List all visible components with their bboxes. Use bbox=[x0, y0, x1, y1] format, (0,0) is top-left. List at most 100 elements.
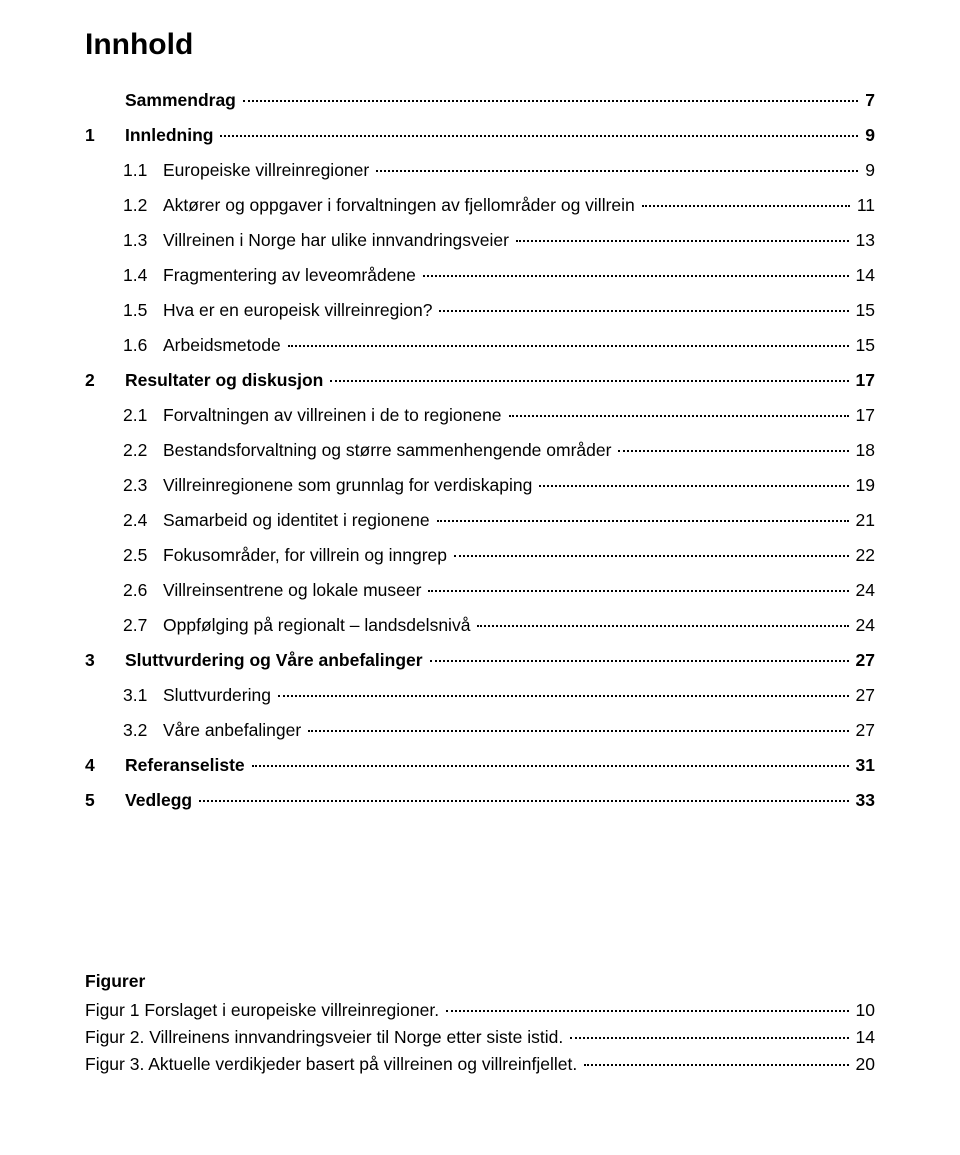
toc-page: 22 bbox=[852, 545, 875, 566]
toc-text: Aktører og oppgaver i forvaltningen av f… bbox=[163, 195, 639, 216]
toc-leader bbox=[376, 170, 858, 172]
toc-text: Hva er en europeisk villreinregion? bbox=[163, 300, 436, 321]
toc-page: 17 bbox=[852, 370, 875, 391]
toc-leader bbox=[288, 345, 849, 347]
toc-row: 1.5Hva er en europeisk villreinregion?15 bbox=[85, 300, 875, 321]
figure-leader bbox=[584, 1064, 848, 1066]
toc-leader bbox=[428, 590, 848, 592]
toc-text: Villreinsentrene og lokale museer bbox=[163, 580, 425, 601]
figure-text: Figur 2. Villreinens innvandringsveier t… bbox=[85, 1027, 567, 1048]
figures-list: Figur 1 Forslaget i europeiske villreinr… bbox=[85, 1000, 875, 1075]
toc-page: 21 bbox=[852, 510, 875, 531]
toc-text: Fokusområder, for villrein og inngrep bbox=[163, 545, 451, 566]
toc-leader bbox=[539, 485, 848, 487]
toc-leader bbox=[423, 275, 849, 277]
toc-leader bbox=[477, 625, 848, 627]
toc-number: 1.3 bbox=[85, 230, 163, 251]
toc-text: Forvaltningen av villreinen i de to regi… bbox=[163, 405, 506, 426]
toc-text: Villreinen i Norge har ulike innvandring… bbox=[163, 230, 513, 251]
toc-text: Sluttvurdering bbox=[163, 685, 275, 706]
toc-number: 2 bbox=[85, 370, 125, 391]
toc-page: 33 bbox=[852, 790, 875, 811]
figure-row: Figur 1 Forslaget i europeiske villreinr… bbox=[85, 1000, 875, 1021]
toc-text: Arbeidsmetode bbox=[163, 335, 285, 356]
toc-text: Oppfølging på regionalt – landsdelsnivå bbox=[163, 615, 474, 636]
figures-heading: Figurer bbox=[85, 971, 875, 992]
toc-row: 4Referanseliste31 bbox=[85, 755, 875, 776]
figure-row: Figur 3. Aktuelle verdikjeder basert på … bbox=[85, 1054, 875, 1075]
toc-number: 2.3 bbox=[85, 475, 163, 496]
figure-leader bbox=[446, 1010, 848, 1012]
toc-row: 1.1Europeiske villreinregioner 9 bbox=[85, 160, 875, 181]
toc-number: 2.1 bbox=[85, 405, 163, 426]
toc-number: 2.4 bbox=[85, 510, 163, 531]
toc-leader bbox=[516, 240, 849, 242]
toc-page: 9 bbox=[861, 125, 875, 146]
toc-number: 2.6 bbox=[85, 580, 163, 601]
toc-number: 2.2 bbox=[85, 440, 163, 461]
toc-page: 27 bbox=[852, 685, 875, 706]
toc-number: 1 bbox=[85, 125, 125, 146]
toc-text: Sammendrag bbox=[125, 90, 240, 111]
toc-row: 2Resultater og diskusjon 17 bbox=[85, 370, 875, 391]
toc-number: 1.2 bbox=[85, 195, 163, 216]
toc-row: 2.2Bestandsforvaltning og større sammenh… bbox=[85, 440, 875, 461]
toc-row: 2.7Oppfølging på regionalt – landsdelsni… bbox=[85, 615, 875, 636]
figure-page: 10 bbox=[852, 1000, 875, 1021]
toc-number: 5 bbox=[85, 790, 125, 811]
toc-row: 1.2Aktører og oppgaver i forvaltningen a… bbox=[85, 195, 875, 216]
toc-page: 7 bbox=[861, 90, 875, 111]
toc-row: 1.4Fragmentering av leveområdene 14 bbox=[85, 265, 875, 286]
toc-number: 3.1 bbox=[85, 685, 163, 706]
toc-page: 24 bbox=[852, 580, 875, 601]
toc-page: 14 bbox=[852, 265, 875, 286]
toc-text: Våre anbefalinger bbox=[163, 720, 305, 741]
toc-number: 1.6 bbox=[85, 335, 163, 356]
toc-text: Fragmentering av leveområdene bbox=[163, 265, 420, 286]
toc-page: 9 bbox=[861, 160, 875, 181]
toc-text: Europeiske villreinregioner bbox=[163, 160, 373, 181]
toc-row: 2.4Samarbeid og identitet i regionene 21 bbox=[85, 510, 875, 531]
toc-page: 27 bbox=[852, 720, 875, 741]
toc-row: 1.6Arbeidsmetode 15 bbox=[85, 335, 875, 356]
toc-leader bbox=[199, 800, 848, 802]
toc-row: 3Sluttvurdering og Våre anbefalinger27 bbox=[85, 650, 875, 671]
page-title: Innhold bbox=[85, 28, 875, 62]
toc-text: Bestandsforvaltning og større sammenheng… bbox=[163, 440, 615, 461]
toc-page: 17 bbox=[852, 405, 875, 426]
toc-page: 24 bbox=[852, 615, 875, 636]
toc-leader bbox=[618, 450, 848, 452]
toc-page: 15 bbox=[852, 300, 875, 321]
toc-number: 2.7 bbox=[85, 615, 163, 636]
toc-leader bbox=[243, 100, 858, 102]
toc-page: 18 bbox=[852, 440, 875, 461]
toc-text: Samarbeid og identitet i regionene bbox=[163, 510, 434, 531]
toc-number: 1.1 bbox=[85, 160, 163, 181]
figure-leader bbox=[570, 1037, 848, 1039]
toc-text: Sluttvurdering og Våre anbefalinger bbox=[125, 650, 427, 671]
toc-list: Sammendrag71Innledning91.1Europeiske vil… bbox=[85, 90, 875, 811]
figure-row: Figur 2. Villreinens innvandringsveier t… bbox=[85, 1027, 875, 1048]
toc-row: 5Vedlegg33 bbox=[85, 790, 875, 811]
toc-leader bbox=[220, 135, 858, 137]
toc-page: 31 bbox=[852, 755, 875, 776]
toc-row: 2.1Forvaltningen av villreinen i de to r… bbox=[85, 405, 875, 426]
toc-leader bbox=[278, 695, 849, 697]
toc-text: Resultater og diskusjon bbox=[125, 370, 327, 391]
toc-number: 2.5 bbox=[85, 545, 163, 566]
toc-number: 3.2 bbox=[85, 720, 163, 741]
toc-leader bbox=[252, 765, 849, 767]
toc-page: 27 bbox=[852, 650, 875, 671]
toc-text: Referanseliste bbox=[125, 755, 249, 776]
figure-text: Figur 1 Forslaget i europeiske villreinr… bbox=[85, 1000, 443, 1021]
toc-row: 1.3Villreinen i Norge har ulike innvandr… bbox=[85, 230, 875, 251]
toc-page: 11 bbox=[853, 195, 875, 216]
figure-page: 14 bbox=[852, 1027, 875, 1048]
toc-page: 15 bbox=[852, 335, 875, 356]
toc-leader bbox=[439, 310, 848, 312]
toc-leader bbox=[509, 415, 849, 417]
toc-leader bbox=[437, 520, 849, 522]
figure-text: Figur 3. Aktuelle verdikjeder basert på … bbox=[85, 1054, 581, 1075]
toc-number: 1.4 bbox=[85, 265, 163, 286]
toc-page: 19 bbox=[852, 475, 875, 496]
